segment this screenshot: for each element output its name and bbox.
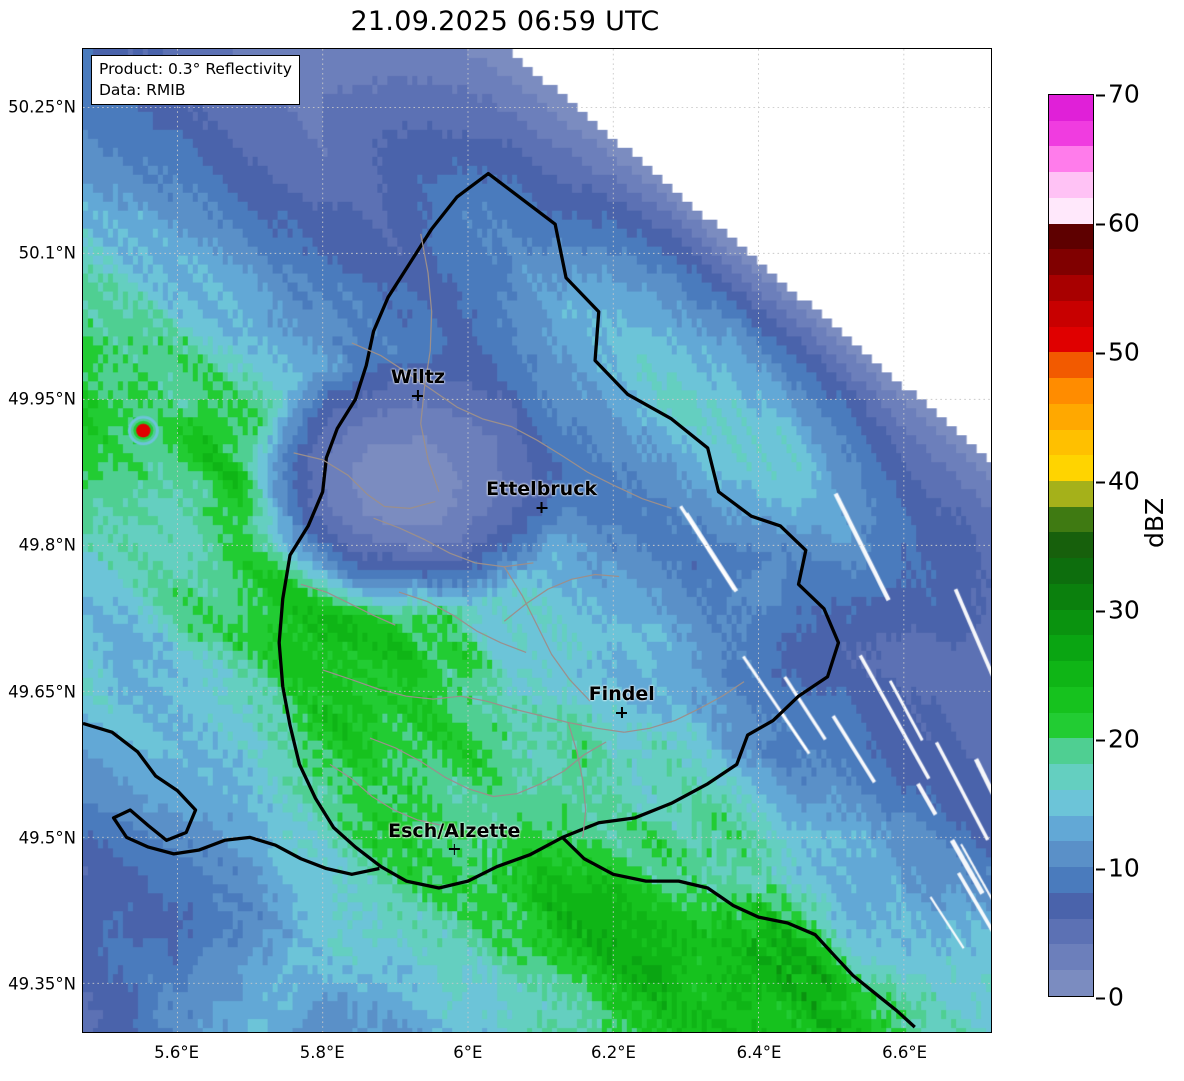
colorbar-band <box>1049 223 1093 250</box>
colorbar-band <box>1049 558 1093 584</box>
border-belgium-france <box>83 721 380 876</box>
road-line <box>322 669 461 700</box>
colorbar <box>1048 94 1094 997</box>
y-tick-label: 49.5°N <box>18 828 76 848</box>
colorbar-band <box>1049 738 1093 765</box>
colorbar-band <box>1049 661 1093 687</box>
colorbar-band <box>1049 609 1093 636</box>
colorbar-band <box>1049 352 1093 379</box>
road-line <box>503 566 591 702</box>
colorbar-band <box>1049 249 1093 276</box>
colorbar-band <box>1049 146 1093 173</box>
colorbar-band <box>1049 95 1093 121</box>
border-france-germany <box>561 836 916 1029</box>
road-line <box>493 741 607 798</box>
road-line <box>536 439 672 509</box>
colorbar-tick: 40 <box>1096 467 1140 496</box>
colorbar-band <box>1049 789 1093 816</box>
x-tick-label: 6.4°E <box>736 1043 782 1062</box>
colorbar-band <box>1049 403 1093 430</box>
road-line <box>300 583 396 626</box>
y-tick-label: 49.95°N <box>8 389 76 409</box>
colorbar-tick: 20 <box>1096 725 1140 754</box>
road-line <box>420 233 440 492</box>
road-line <box>624 681 745 733</box>
colorbar-band <box>1049 635 1093 662</box>
y-tick-label: 49.8°N <box>18 535 76 555</box>
page-title: 21.09.2025 06:59 UTC <box>350 6 660 37</box>
colorbar-band <box>1049 944 1093 970</box>
colorbar-tick: 10 <box>1096 854 1140 883</box>
x-tick-label: 5.6°E <box>154 1043 200 1062</box>
map-overlay <box>83 49 991 1032</box>
colorbar-tick: 0 <box>1096 983 1124 1012</box>
colorbar-band <box>1049 532 1093 559</box>
radar-plot: Product: 0.3° Reflectivity Data: RMIB Wi… <box>82 48 992 1033</box>
road-line <box>398 591 527 654</box>
colorbar-band <box>1049 867 1093 893</box>
road-line <box>369 737 494 798</box>
colorbar-band <box>1049 583 1093 610</box>
product-line: Product: 0.3° Reflectivity <box>99 60 292 78</box>
colorbar-band <box>1049 892 1093 919</box>
colorbar-band <box>1049 969 1093 996</box>
colorbar-band <box>1049 481 1093 507</box>
road-line <box>460 695 625 733</box>
colorbar-band <box>1049 429 1093 456</box>
road-line <box>567 722 587 838</box>
road-line <box>503 573 620 622</box>
colorbar-band <box>1049 841 1093 868</box>
colorbar-tick: 30 <box>1096 596 1140 625</box>
colorbar-tick: 60 <box>1096 209 1140 238</box>
colorbar-band <box>1049 506 1093 533</box>
colorbar-band <box>1049 197 1093 224</box>
x-tick-label: 5.8°E <box>299 1043 345 1062</box>
colorbar-tick: 50 <box>1096 338 1140 367</box>
y-tick-label: 49.35°N <box>8 974 76 994</box>
colorbar-band <box>1049 120 1093 147</box>
border-luxembourg <box>277 171 841 890</box>
colorbar-band <box>1049 172 1093 198</box>
colorbar-band <box>1049 378 1093 404</box>
product-info-box: Product: 0.3° Reflectivity Data: RMIB <box>91 55 300 106</box>
colorbar-band <box>1049 686 1093 713</box>
colorbar-band <box>1049 764 1093 790</box>
colorbar-band <box>1049 326 1093 353</box>
colorbar-band <box>1049 918 1093 945</box>
y-tick-label: 50.25°N <box>8 97 76 116</box>
x-tick-label: 6°E <box>453 1043 483 1062</box>
colorbar-band <box>1049 300 1093 327</box>
colorbar-band <box>1049 712 1093 739</box>
road-line <box>329 763 443 827</box>
y-tick-label: 50.1°N <box>18 243 76 263</box>
colorbar-band <box>1049 275 1093 301</box>
road-line <box>373 517 534 568</box>
data-source-line: Data: RMIB <box>99 80 186 99</box>
x-tick-label: 6.2°E <box>590 1043 636 1062</box>
radar-reflectivity-field <box>83 49 991 1032</box>
road-line <box>351 342 538 441</box>
colorbar-axis-label: dBZ <box>1140 497 1169 548</box>
colorbar-band <box>1049 455 1093 482</box>
y-tick-label: 49.65°N <box>8 682 76 702</box>
road-line <box>293 452 436 509</box>
colorbar-band <box>1049 815 1093 842</box>
colorbar-tick: 70 <box>1096 80 1140 109</box>
x-tick-label: 6.6°E <box>882 1043 928 1062</box>
